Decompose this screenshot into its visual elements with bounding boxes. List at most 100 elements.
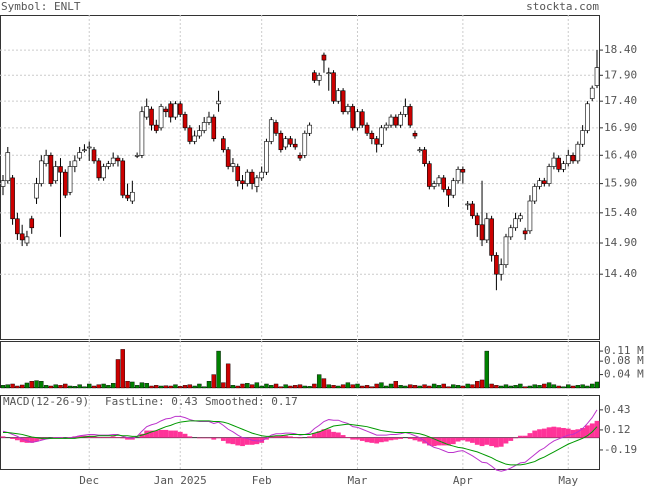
- volume-bar: [475, 381, 480, 389]
- volume-bar: [149, 385, 154, 389]
- volume-bar: [240, 383, 245, 389]
- y-tick-label: 14.40: [604, 267, 637, 280]
- volume-bar: [316, 374, 322, 389]
- candle-body: [201, 122, 207, 131]
- volume-bar: [259, 385, 264, 389]
- histogram-bar: [417, 437, 423, 442]
- volume-bar: [29, 381, 34, 389]
- candle-body: [575, 143, 581, 162]
- candle-body: [561, 163, 566, 170]
- histogram-bar: [503, 437, 509, 444]
- volume-bar: [254, 382, 260, 389]
- volume-bar: [211, 374, 216, 389]
- histogram-bar: [335, 432, 341, 438]
- volume-bar: [34, 380, 39, 389]
- candle-body: [489, 218, 494, 256]
- candle-body: [345, 106, 351, 113]
- histogram-bar: [297, 437, 303, 439]
- histogram-bar: [240, 437, 245, 447]
- volume-bar: [484, 350, 490, 389]
- volume-bar: [503, 384, 509, 389]
- volume-bar: [134, 385, 140, 389]
- histogram-bar: [340, 435, 346, 438]
- volume-bar: [125, 381, 130, 389]
- macd-line: [3, 420, 598, 466]
- candle-body: [556, 157, 561, 170]
- histogram-bar: [331, 431, 336, 438]
- candle-body: [153, 124, 159, 131]
- candle-body: [513, 218, 518, 229]
- candle-body: [532, 186, 538, 202]
- candle-body: [216, 100, 221, 105]
- volume-bar: [518, 383, 523, 389]
- candle-body: [307, 124, 312, 134]
- histogram-bar: [465, 437, 471, 442]
- candle-body: [460, 169, 466, 173]
- volume-bar: [556, 385, 561, 389]
- volume-bar: [264, 383, 269, 389]
- volume-bar: [451, 384, 456, 389]
- candle-body: [331, 72, 336, 102]
- histogram-bar: [570, 429, 576, 438]
- histogram-bar: [311, 433, 317, 438]
- histogram-bar: [537, 429, 542, 438]
- y-tick-label: -0.19: [604, 443, 637, 456]
- volume-bar: [154, 385, 159, 389]
- volume-bar: [0, 385, 6, 389]
- candle-body: [508, 227, 514, 238]
- volume-bar: [398, 385, 403, 389]
- panel-title: MACD(12-26-9): [3, 395, 89, 408]
- volume-bar: [566, 384, 571, 389]
- candle-body: [374, 138, 379, 145]
- histogram-bar: [163, 429, 169, 438]
- volume-bar: [178, 386, 183, 389]
- volume-bar: [585, 385, 590, 389]
- histogram-bar: [436, 437, 442, 446]
- candle-body: [24, 236, 30, 244]
- candle-body: [101, 166, 106, 179]
- y-tick-label: 0.12: [604, 423, 631, 436]
- volume-bar: [5, 384, 10, 389]
- volume-bar: [302, 385, 307, 389]
- histogram-bar: [326, 429, 332, 438]
- candle-body: [393, 116, 399, 126]
- candle-body: [359, 111, 365, 126]
- y-tick-label: 16.40: [604, 148, 637, 161]
- volume-bar: [513, 385, 518, 389]
- histogram-bar: [283, 435, 289, 438]
- histogram-bar: [197, 437, 202, 439]
- candle-body: [302, 132, 308, 156]
- histogram-bar: [273, 435, 279, 438]
- histogram-bar: [292, 437, 298, 438]
- volume-bar: [110, 383, 116, 389]
- candle-body: [158, 106, 164, 129]
- site-label: stockta.com: [526, 0, 599, 13]
- histogram-bar: [594, 420, 600, 438]
- candle-body: [245, 171, 250, 184]
- histogram-bar: [10, 437, 15, 439]
- candle-body: [494, 255, 499, 275]
- candle-body: [139, 111, 145, 156]
- volume-bar: [288, 385, 293, 389]
- volume-bar: [144, 383, 149, 389]
- volume-bar: [465, 383, 470, 389]
- x-tick-label: Feb: [252, 474, 272, 486]
- volume-bar: [245, 383, 250, 389]
- volume-bar: [403, 385, 408, 389]
- histogram-bar: [244, 437, 250, 445]
- histogram-bar: [489, 437, 495, 447]
- candle-body: [58, 166, 63, 173]
- histogram-bar: [441, 437, 447, 446]
- histogram-bar: [201, 437, 207, 439]
- candle-body: [379, 127, 384, 145]
- volume-bar: [422, 384, 427, 389]
- candle-body: [29, 218, 35, 229]
- volume-bar: [364, 385, 370, 389]
- volume-bar: [508, 385, 513, 389]
- histogram-bar: [556, 427, 562, 438]
- candle-body: [278, 132, 284, 151]
- candle-body: [522, 230, 528, 235]
- candle-body: [350, 106, 355, 129]
- candle-body: [450, 180, 456, 196]
- histogram-bar: [374, 437, 380, 444]
